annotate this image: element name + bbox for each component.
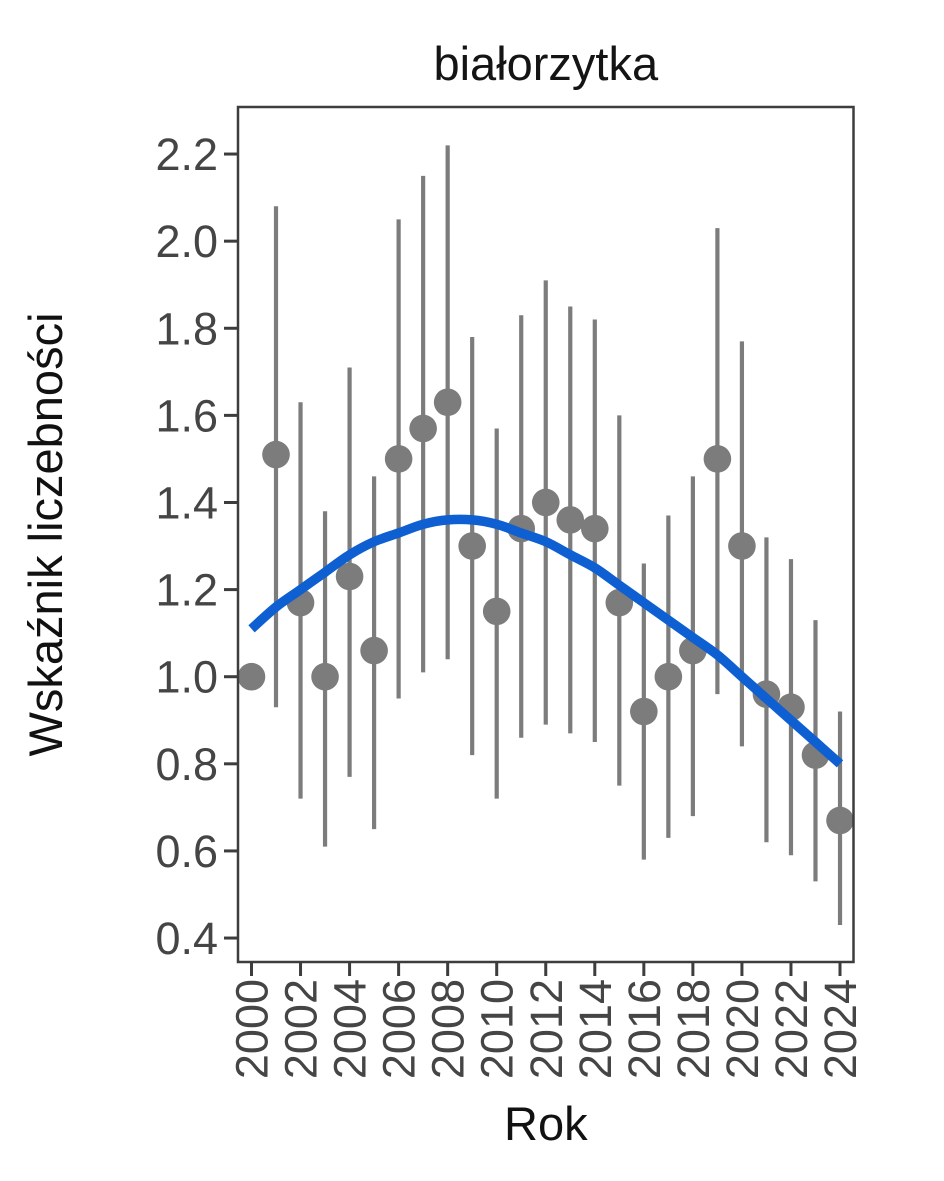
y-tick-label: 1.4 [155, 477, 218, 528]
x-tick-label: 2020 [717, 979, 768, 1079]
panel-border [236, 105, 855, 964]
y-tick-label: 1.6 [155, 390, 218, 441]
data-point [654, 662, 683, 691]
x-tick-label: 2024 [815, 979, 866, 1079]
y-tick-label: 0.6 [155, 826, 218, 877]
data-point [237, 662, 266, 691]
data-point [703, 445, 732, 473]
data-point [630, 697, 658, 726]
y-tick-label: 1.0 [155, 652, 218, 703]
x-tick-label: 2008 [423, 979, 474, 1079]
x-axis-title: Rok [504, 1097, 588, 1150]
y-tick-label: 0.4 [155, 913, 218, 964]
data-point [482, 597, 511, 626]
x-tick-label: 2018 [668, 979, 719, 1079]
chart-title: białorzytka [433, 37, 659, 90]
y-tick-label: 2.0 [155, 216, 218, 267]
x-tick-label: 2012 [521, 979, 572, 1079]
data-point [728, 532, 756, 560]
data-point [335, 562, 364, 591]
x-tick-label: 2006 [374, 979, 425, 1079]
data-point [384, 445, 413, 473]
x-tick-label: 2002 [276, 979, 327, 1079]
x-tick-label: 2010 [472, 979, 523, 1079]
x-tick-label: 2016 [619, 979, 670, 1079]
data-point [580, 514, 609, 543]
x-tick-label: 2022 [766, 979, 817, 1079]
data-point [458, 532, 486, 560]
trend-line [248, 514, 844, 768]
x-tick-label: 2014 [570, 979, 621, 1079]
y-tick-label: 2.2 [155, 129, 218, 180]
data-point [556, 506, 585, 534]
y-tick-label: 1.2 [155, 565, 218, 616]
data-point [826, 806, 854, 835]
data-point [433, 388, 462, 417]
y-tick-label: 1.8 [155, 303, 218, 354]
y-tick-label: 0.8 [155, 739, 218, 790]
x-tick-label: 2000 [226, 979, 277, 1079]
data-point [360, 636, 388, 665]
plot-area: 0.40.60.81.01.21.41.61.82.02.22000200220… [155, 105, 866, 1079]
y-axis-title: Wskaźnik liczebności [19, 312, 72, 756]
data-point [531, 488, 560, 517]
data-point [311, 662, 339, 691]
data-point [262, 440, 290, 469]
data-point [409, 414, 437, 443]
x-tick-label: 2004 [325, 979, 376, 1079]
